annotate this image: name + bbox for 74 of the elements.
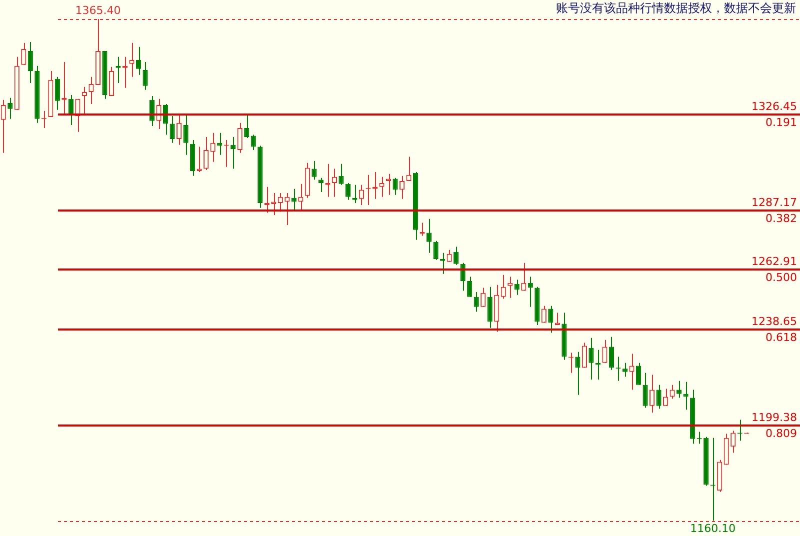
candlestick: [487, 286, 492, 328]
candlestick: [508, 276, 513, 298]
candlestick: [230, 136, 236, 170]
candlestick: [136, 46, 142, 76]
candlestick: [68, 94, 74, 126]
candlestick: [602, 339, 608, 364]
candlestick: [528, 276, 533, 308]
candlestick: [237, 122, 242, 154]
candlestick: [244, 114, 250, 138]
candlestick: [82, 86, 87, 116]
candlestick: [500, 274, 506, 300]
candlestick: [663, 388, 668, 406]
candlestick: [541, 305, 546, 324]
ref-line-label: 1287.17 0.382: [752, 196, 797, 225]
candlestick: [392, 177, 398, 196]
candlestick: [8, 97, 13, 120]
candlestick: [176, 114, 182, 146]
candlestick: [480, 287, 486, 308]
candlestick: [170, 115, 175, 144]
candlestick: [474, 291, 479, 312]
candlestick: [548, 305, 554, 334]
candlestick: [142, 61, 148, 90]
candlestick: [454, 246, 459, 266]
ref-line-label: 1238.65 0.618: [752, 314, 797, 344]
candlestick: [730, 430, 736, 454]
candlestick: [608, 336, 614, 370]
candlestick: [312, 160, 317, 180]
ref-line-label: 1160.10: [690, 522, 736, 535]
ref-line-label: 1365.40: [75, 4, 121, 17]
candlestick: [575, 351, 580, 396]
candlestick: [379, 176, 384, 198]
candlestick: [129, 42, 134, 78]
candlestick: [278, 192, 283, 212]
candlestick: [108, 66, 114, 96]
candlestick: [0, 99, 6, 154]
candlestick: [332, 168, 337, 198]
candlestick: [298, 183, 304, 210]
candlestick: [676, 380, 682, 398]
candlestick: [399, 175, 405, 200]
candlestick: [622, 362, 628, 378]
ref-line-label: 1262.91 0.500: [752, 254, 797, 284]
candlestick: [264, 186, 270, 214]
ref-line-label: 1326.45 0.191: [752, 100, 797, 129]
candlestick: [582, 342, 587, 368]
candlestick: [629, 353, 634, 390]
ref-line-label: 1199.38 0.809: [752, 410, 797, 440]
candlestick: [521, 262, 526, 292]
candlestick: [636, 362, 642, 386]
candlestick: [210, 132, 216, 162]
candlestick: [554, 312, 560, 326]
candlestick: [291, 188, 296, 210]
candlestick: [426, 218, 432, 254]
candlestick: [683, 381, 688, 410]
candlestick: [670, 384, 675, 400]
candlestick: [642, 372, 648, 408]
candlestick: [467, 276, 472, 298]
candlestick: [28, 41, 33, 84]
candlestick: [338, 163, 344, 186]
candlestick: [250, 134, 256, 150]
candlestick: [88, 76, 94, 105]
candlestick: [406, 156, 412, 182]
candlestick: [588, 337, 594, 380]
candlestick: [54, 76, 60, 110]
candlestick: [358, 184, 364, 206]
candlestick: [433, 240, 438, 260]
candlestick: [21, 42, 26, 66]
candlestick: [649, 374, 655, 414]
candlestick: [183, 114, 188, 156]
candlestick: [656, 384, 662, 410]
text: 账号没有该品种行情数据授权，数据不会更新: [556, 0, 796, 17]
candlestick: [217, 132, 222, 156]
candlestick: [204, 136, 209, 170]
candlestick: [345, 182, 351, 200]
candlestick: [284, 192, 290, 226]
